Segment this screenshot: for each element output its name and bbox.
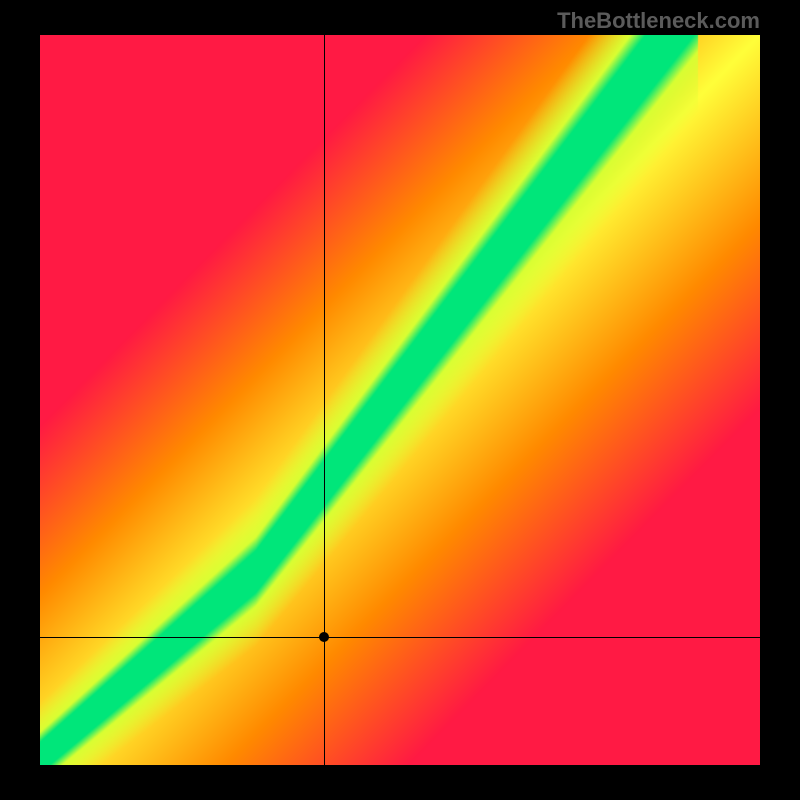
crosshair-vertical xyxy=(324,35,325,765)
watermark-text: TheBottleneck.com xyxy=(557,8,760,34)
crosshair-marker xyxy=(319,632,329,642)
crosshair-horizontal xyxy=(40,637,760,638)
heatmap-canvas xyxy=(40,35,760,765)
heatmap-chart xyxy=(40,35,760,765)
